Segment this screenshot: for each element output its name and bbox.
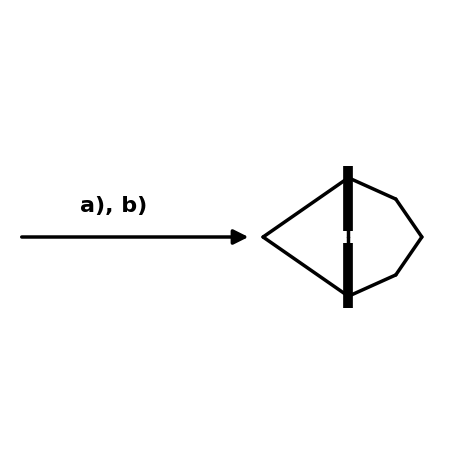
Text: a), b): a), b) <box>80 196 147 216</box>
